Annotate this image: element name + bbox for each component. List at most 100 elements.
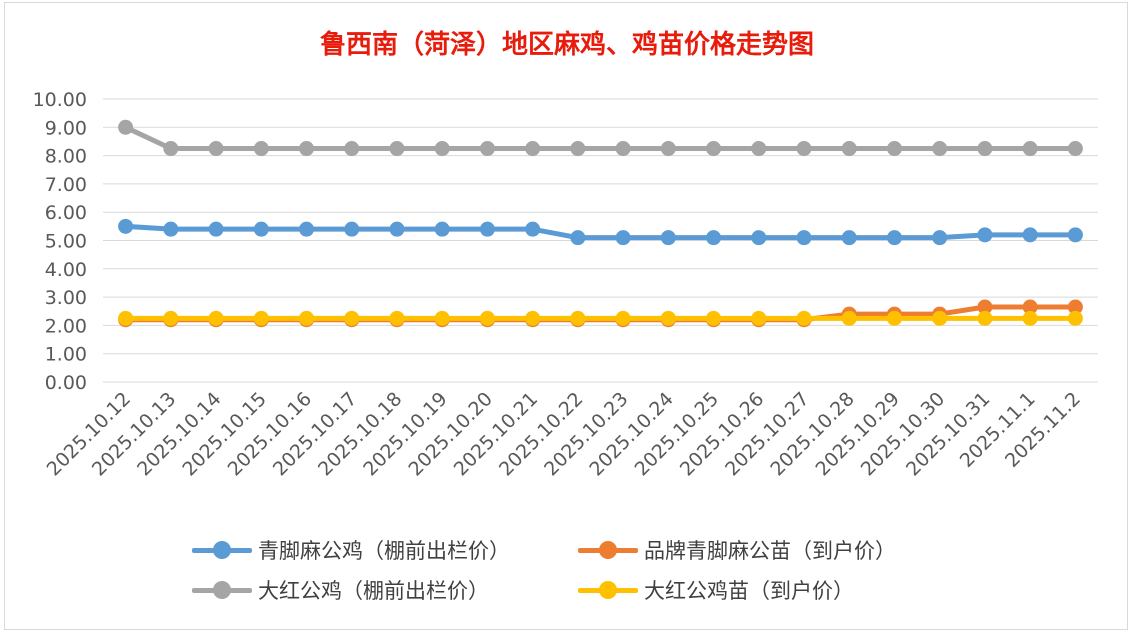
data-point — [841, 141, 857, 157]
data-point — [751, 141, 767, 157]
data-point — [932, 310, 948, 326]
data-point — [615, 141, 631, 157]
data-point — [570, 141, 586, 157]
data-point — [1022, 310, 1038, 326]
data-point — [299, 221, 315, 237]
data-point — [344, 310, 360, 326]
data-point — [208, 310, 224, 326]
data-point — [660, 141, 676, 157]
data-point — [525, 310, 541, 326]
data-point — [660, 310, 676, 326]
legend-marker — [213, 581, 231, 599]
y-tick-label: 6.00 — [45, 202, 87, 224]
data-point — [1022, 141, 1038, 157]
legend-label: 品牌青脚麻公苗（到户价） — [644, 539, 896, 563]
data-point — [1067, 141, 1083, 157]
data-point — [344, 221, 360, 237]
legend-label: 青脚麻公鸡（棚前出栏价） — [258, 539, 510, 563]
data-point — [118, 310, 134, 326]
data-point — [479, 141, 495, 157]
data-point — [886, 230, 902, 246]
data-point — [1022, 227, 1038, 243]
data-point — [253, 310, 269, 326]
data-point — [1067, 227, 1083, 243]
legend-item: 青脚麻公鸡（棚前出栏价） — [192, 530, 510, 570]
series-line-2 — [123, 124, 1078, 152]
data-point — [977, 310, 993, 326]
data-point — [841, 230, 857, 246]
data-point — [163, 310, 179, 326]
data-point — [434, 310, 450, 326]
data-point — [706, 310, 722, 326]
data-point — [389, 141, 405, 157]
series-line-0 — [123, 223, 1078, 241]
data-point — [389, 310, 405, 326]
data-point — [479, 221, 495, 237]
data-point — [886, 310, 902, 326]
legend-swatch — [192, 570, 252, 610]
y-tick-label: 5.00 — [45, 231, 87, 253]
data-point — [344, 141, 360, 157]
data-point — [570, 230, 586, 246]
data-point — [796, 230, 812, 246]
data-point — [389, 221, 405, 237]
legend-label: 大红公鸡（棚前出栏价） — [258, 579, 489, 603]
data-point — [434, 221, 450, 237]
chart-title: 鲁西南（菏泽）地区麻鸡、鸡苗价格走势图 — [319, 30, 814, 60]
legend-item: 大红公鸡（棚前出栏价） — [192, 570, 489, 610]
y-tick-label: 9.00 — [45, 117, 87, 139]
data-point — [525, 141, 541, 157]
data-point — [570, 310, 586, 326]
data-point — [886, 141, 902, 157]
data-point — [253, 221, 269, 237]
data-point — [1067, 299, 1083, 315]
data-point — [163, 221, 179, 237]
data-point — [1067, 310, 1083, 326]
legend-swatch — [578, 530, 638, 570]
data-point — [299, 141, 315, 157]
legend-swatch — [578, 570, 638, 610]
data-point — [118, 119, 134, 135]
y-tick-label: 2.00 — [45, 315, 87, 337]
data-point — [977, 227, 993, 243]
data-point — [479, 310, 495, 326]
data-point — [660, 230, 676, 246]
data-point — [796, 310, 812, 326]
legend-marker — [599, 581, 617, 599]
data-point — [208, 141, 224, 157]
data-point — [434, 141, 450, 157]
data-point — [299, 310, 315, 326]
data-point — [932, 230, 948, 246]
data-point — [118, 218, 134, 234]
y-tick-label: 7.00 — [45, 174, 87, 196]
data-point — [208, 221, 224, 237]
y-tick-label: 0.00 — [45, 372, 87, 394]
data-point — [751, 230, 767, 246]
legend-item: 品牌青脚麻公苗（到户价） — [578, 530, 896, 570]
data-point — [706, 141, 722, 157]
y-tick-label: 8.00 — [45, 146, 87, 168]
data-point — [977, 299, 993, 315]
data-point — [525, 221, 541, 237]
legend-swatch — [192, 530, 252, 570]
data-point — [615, 310, 631, 326]
y-tick-label: 3.00 — [45, 287, 87, 309]
data-point — [706, 230, 722, 246]
data-point — [163, 141, 179, 157]
legend-marker — [213, 541, 231, 559]
y-tick-label: 1.00 — [45, 344, 87, 366]
data-point — [977, 141, 993, 157]
data-point — [751, 310, 767, 326]
legend-item: 大红公鸡苗（到户价） — [578, 570, 854, 610]
data-point — [1022, 299, 1038, 315]
data-point — [796, 141, 812, 157]
data-point — [253, 141, 269, 157]
legend-label: 大红公鸡苗（到户价） — [644, 579, 854, 603]
y-tick-label: 10.00 — [33, 89, 87, 111]
data-point — [841, 310, 857, 326]
legend-marker — [599, 541, 617, 559]
data-point — [932, 141, 948, 157]
data-point — [615, 230, 631, 246]
